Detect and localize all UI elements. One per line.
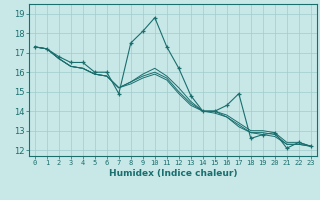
X-axis label: Humidex (Indice chaleur): Humidex (Indice chaleur) [108,169,237,178]
